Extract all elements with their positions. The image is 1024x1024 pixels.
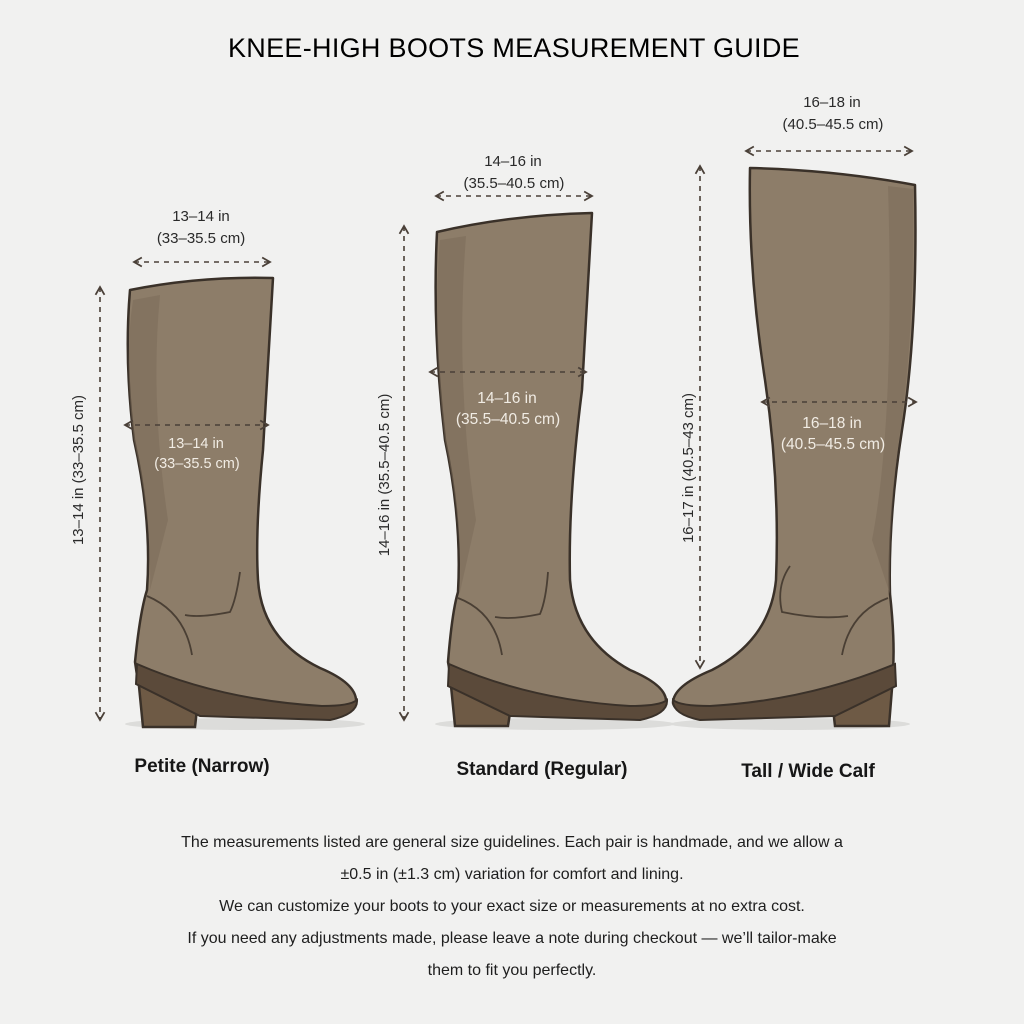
note-line: them to fit you perfectly.: [427, 962, 597, 979]
calf-width-cm: (33–35.5 cm): [154, 456, 239, 472]
shaft-height: 14–16 in (35.5–40.5 cm): [376, 394, 393, 557]
boot-label: Petite (Narrow): [134, 756, 269, 777]
note-line: ±0.5 in (±1.3 cm) variation for comfort …: [340, 866, 684, 883]
top-width-in: 16–18 in: [803, 94, 861, 111]
top-width-cm: (35.5–40.5 cm): [464, 175, 565, 192]
calf-width-cm: (40.5–45.5 cm): [781, 436, 885, 453]
note-line: If you need any adjustments made, please…: [187, 930, 837, 947]
top-width-in: 14–16 in: [484, 153, 542, 170]
note-line: We can customize your boots to your exac…: [219, 898, 805, 915]
shaft-height: 16–17 in (40.5–43 cm): [680, 393, 697, 543]
boot-label: Tall / Wide Calf: [741, 761, 875, 782]
top-width-cm: (40.5–45.5 cm): [783, 116, 884, 133]
calf-width-in: 16–18 in: [802, 415, 861, 432]
note-line: The measurements listed are general size…: [181, 834, 843, 851]
calf-width-cm: (35.5–40.5 cm): [456, 411, 560, 428]
top-width-in: 13–14 in: [172, 208, 230, 225]
boot-standard: 14–16 in (35.5–40.5 cm) 14–16 in (35.5–4…: [376, 153, 675, 780]
calf-width-in: 14–16 in: [477, 390, 536, 407]
boot-tall-wide-calf: 16–18 in (40.5–45.5 cm) 16–18 in (40.5–4…: [670, 94, 918, 782]
top-width-cm: (33–35.5 cm): [157, 230, 245, 247]
boot-label: Standard (Regular): [456, 759, 627, 780]
boot-petite: 13–14 in (33–35.5 cm) 13–14 in (33–35.5 …: [70, 208, 365, 777]
calf-width-in: 13–14 in: [168, 436, 224, 452]
page-title: KNEE-HIGH BOOTS MEASUREMENT GUIDE: [228, 33, 800, 63]
shaft-height: 13–14 in (33–35.5 cm): [70, 395, 87, 545]
